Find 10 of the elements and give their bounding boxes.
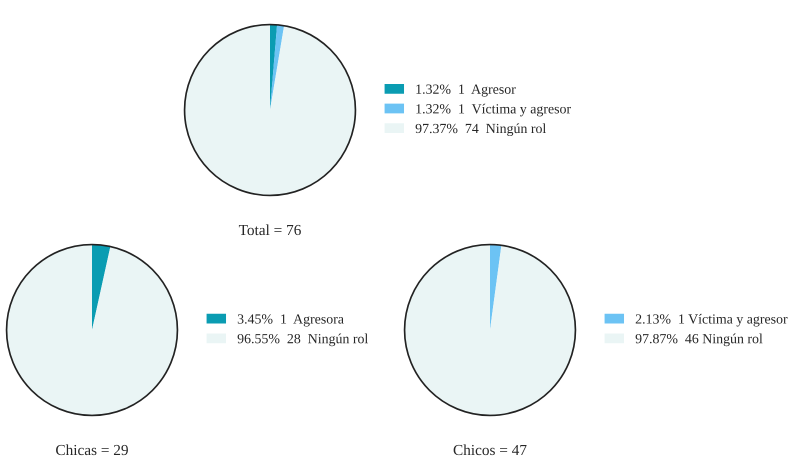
text: Chicos = 47 xyxy=(454,444,527,456)
legend-label: 96.55% 28 Ningún rol xyxy=(238,334,368,346)
legend-label: 97.37% 74 Ningún rol xyxy=(416,123,546,136)
legend-label: 3.45% 1 Agresora xyxy=(238,314,344,327)
text: Chicas = 29 xyxy=(56,444,128,456)
legend-label: 97.87% 46 Ningún rol xyxy=(636,334,763,346)
legend-label: 1.32% 1 Víctima y agresor xyxy=(416,104,571,116)
text: Total = 76 xyxy=(238,224,301,236)
legend-label: 2.13% 1 Víctima y agresor xyxy=(636,314,788,327)
legend-label: 1.32% 1 Agresor xyxy=(416,84,516,97)
